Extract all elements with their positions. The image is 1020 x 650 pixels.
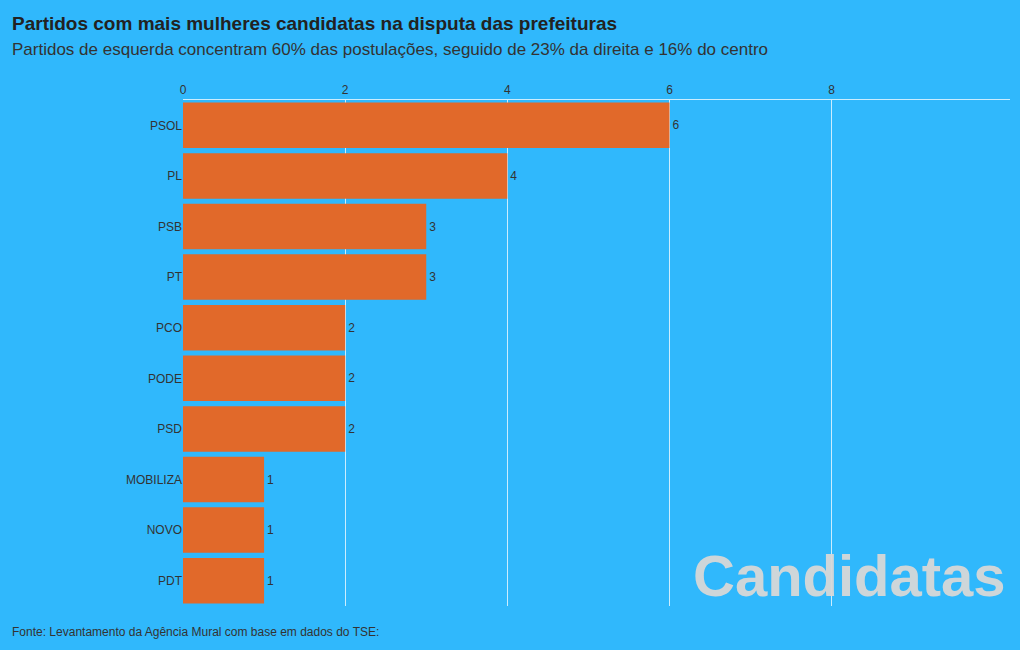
svg-text:6: 6: [666, 83, 673, 97]
svg-text:2: 2: [348, 371, 355, 385]
svg-text:0: 0: [180, 83, 187, 97]
svg-text:PCO: PCO: [156, 321, 182, 335]
svg-text:PL: PL: [167, 169, 182, 183]
svg-text:2: 2: [348, 321, 355, 335]
svg-text:6: 6: [672, 118, 679, 132]
svg-text:PODE: PODE: [148, 372, 182, 386]
svg-text:PT: PT: [167, 270, 183, 284]
svg-text:4: 4: [504, 83, 511, 97]
svg-text:PSOL: PSOL: [150, 119, 182, 133]
svg-text:2: 2: [348, 422, 355, 436]
svg-text:PSD: PSD: [157, 422, 182, 436]
svg-text:1: 1: [267, 473, 274, 487]
svg-text:1: 1: [267, 523, 274, 537]
svg-text:3: 3: [429, 220, 436, 234]
svg-text:MOBILIZA: MOBILIZA: [126, 473, 182, 487]
svg-text:3: 3: [429, 270, 436, 284]
svg-text:PSB: PSB: [158, 220, 182, 234]
svg-text:NOVO: NOVO: [147, 523, 182, 537]
svg-text:Candidatas: Candidatas: [693, 543, 1006, 608]
svg-text:4: 4: [510, 169, 517, 183]
svg-text:Partidos de esquerda concentra: Partidos de esquerda concentram 60% das …: [12, 40, 768, 59]
svg-text:8: 8: [828, 83, 835, 97]
svg-text:1: 1: [267, 574, 274, 588]
svg-text:Fonte: Levantamento da Agência: Fonte: Levantamento da Agência Mural com…: [12, 625, 379, 639]
svg-text:PDT: PDT: [158, 574, 183, 588]
svg-text:Partidos com mais mulheres can: Partidos com mais mulheres candidatas na…: [12, 13, 617, 34]
svg-text:2: 2: [342, 83, 349, 97]
